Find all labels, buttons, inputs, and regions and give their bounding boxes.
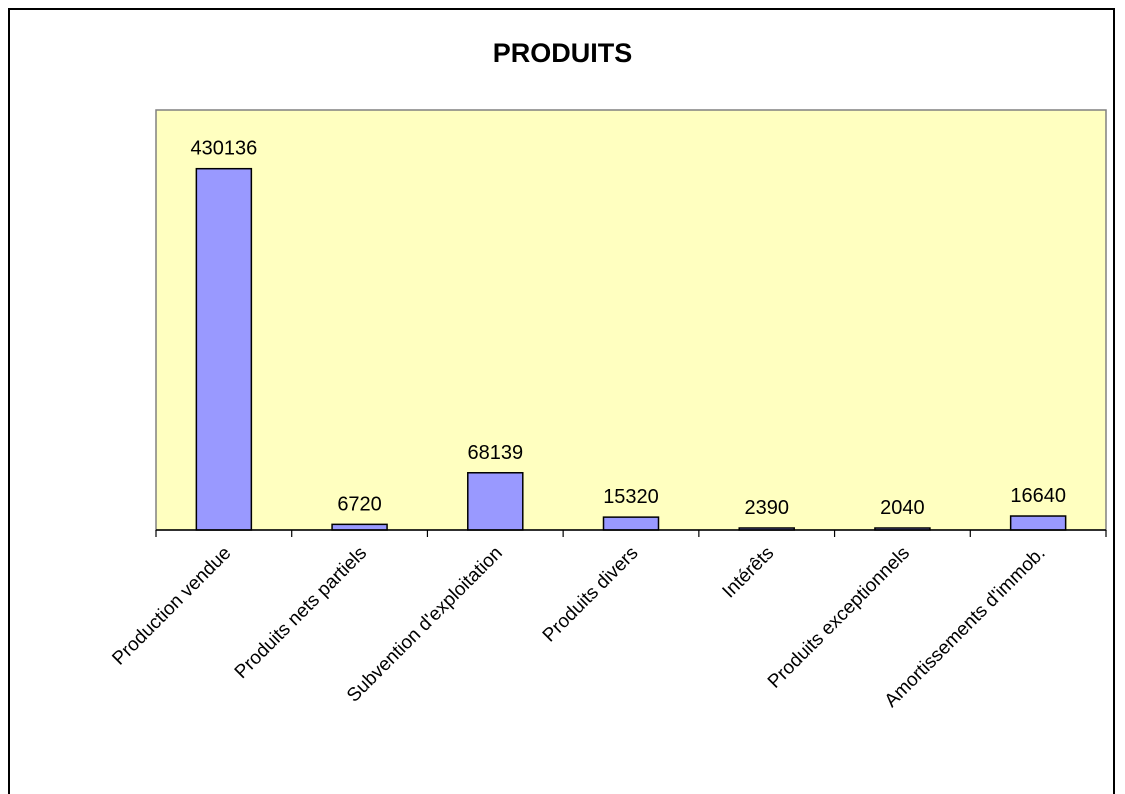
value-label-0: 430136 <box>190 138 257 160</box>
x-tick-label-1: Produits nets partiels <box>231 543 371 683</box>
x-tick-label-6: Amortissements d'immob. <box>881 543 1050 712</box>
value-label-1: 6720 <box>337 493 382 515</box>
value-label-6: 16640 <box>1010 485 1066 507</box>
bar-2 <box>467 472 524 531</box>
plot-area <box>155 109 1107 531</box>
value-label-2: 68139 <box>467 442 523 464</box>
x-tick-label-3: Produits divers <box>539 543 643 647</box>
value-label-4: 2390 <box>744 497 789 519</box>
x-tick-label-0: Production vendue <box>109 543 236 670</box>
bar-3 <box>602 516 660 531</box>
x-tick-label-2: Subvention d'exploitation <box>343 543 507 707</box>
value-label-3: 15320 <box>603 486 659 508</box>
bar-1 <box>331 523 388 531</box>
x-tick-label-4: Intérêts <box>719 543 779 603</box>
value-label-5: 2040 <box>880 497 925 519</box>
x-tick-label-5: Produits exceptionnels <box>764 543 914 693</box>
bar-6 <box>1009 515 1067 531</box>
bar-0 <box>195 167 253 531</box>
chart-title: PRODUITS <box>492 38 633 68</box>
